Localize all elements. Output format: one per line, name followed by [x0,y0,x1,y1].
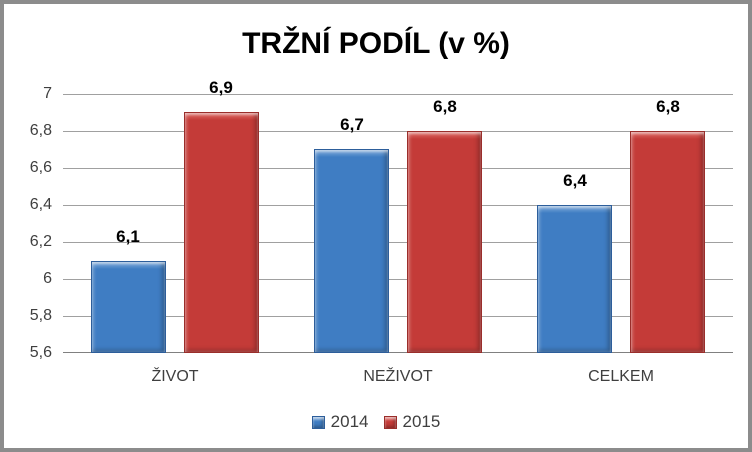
y-tick-label: 6,4 [29,196,52,213]
y-tick-label: 7 [43,85,52,102]
data-label: 6,4 [563,171,587,190]
bar-2015-neživot [407,131,482,353]
bar-2014-neživot [314,149,389,353]
gridline [63,131,733,132]
legend-item-2015: 2015 [383,412,441,431]
chart-title: TRŽNÍ PODÍL (v %) [242,27,510,60]
legend-swatch-2014 [311,415,325,429]
gridline [63,168,733,169]
legend-swatch-2015 [383,415,397,429]
y-tick-label: 6,2 [29,233,52,250]
bar-2015-život [184,112,259,353]
data-label: 6,8 [656,97,680,116]
x-category-label: ŽIVOT [151,368,199,385]
y-tick-label: 5,8 [29,307,52,324]
gridline [63,352,733,353]
plot-area: 6,1 6,9 6,7 6,8 6,4 6,8 [63,78,733,353]
data-label: 6,1 [116,227,140,246]
legend-label: 2014 [330,412,369,431]
bar-2014-život [91,261,166,353]
data-label: 6,8 [433,97,457,116]
y-tick-label: 5,6 [29,344,52,361]
gridline [63,316,733,317]
data-label: 6,7 [340,115,364,134]
data-label: 6,9 [209,78,233,97]
gridline [63,279,733,280]
y-tick-label: 6,8 [29,122,52,139]
x-category-label: NEŽIVOT [363,368,433,385]
bar-2014-celkem [537,205,612,353]
gridline [63,205,733,206]
legend-label: 2015 [402,412,441,431]
y-tick-label: 6,6 [29,159,52,176]
gridline [63,94,733,95]
x-category-label: CELKEM [588,368,654,385]
legend-item-2014: 2014 [311,412,369,431]
legend: 2014 2015 [4,413,748,431]
bar-2015-celkem [630,131,705,353]
gridline [63,242,733,243]
y-tick-label: 6 [43,270,52,287]
